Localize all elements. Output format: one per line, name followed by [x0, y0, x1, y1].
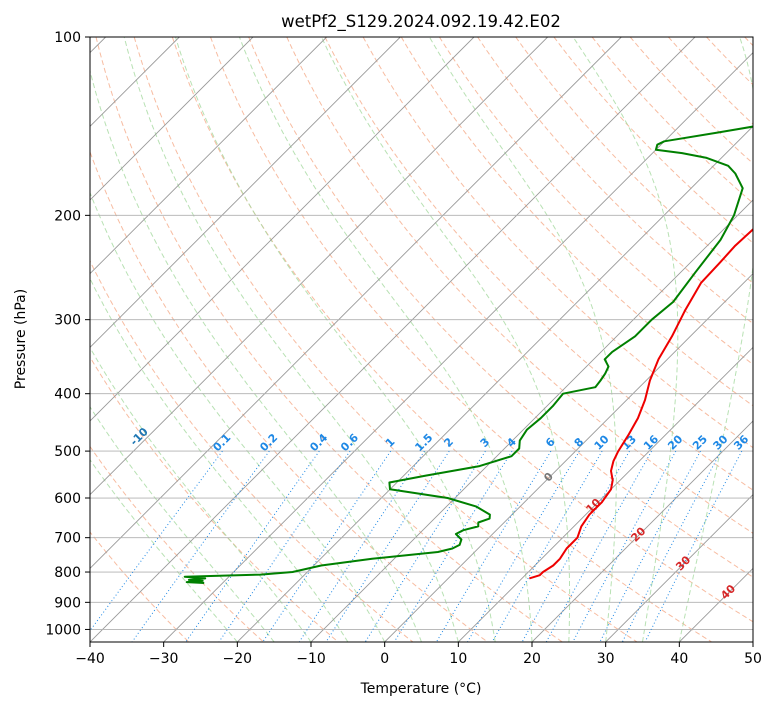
y-axis-title: Pressure (hPa) — [13, 289, 29, 389]
isotherm-line — [163, 52, 753, 642]
dry-adiabat-line — [400, 37, 753, 407]
x-tick-label: 30 — [597, 651, 615, 667]
isotherm-line — [458, 346, 753, 642]
mixing-ratio-lines — [90, 450, 743, 642]
isotherm-line — [90, 37, 475, 422]
isotherm-line — [384, 273, 753, 642]
moist-adiabat-line — [90, 191, 386, 642]
dry-adiabat-line — [90, 445, 264, 642]
mixing-ratio-line — [572, 450, 677, 642]
plot-frame — [89, 36, 754, 643]
x-axis-title: Temperature (°C) — [360, 681, 482, 697]
moist-adiabat-line — [175, 37, 496, 642]
moist-adiabat-line — [90, 277, 349, 642]
moist-adiabat-line — [238, 37, 533, 642]
isotherm-line — [90, 37, 696, 642]
moist-adiabat-line — [428, 37, 617, 642]
chart-title: wetPf2_S129.2024.092.19.42.E02 — [281, 12, 561, 32]
mixing-ratio-line — [298, 450, 425, 642]
x-tick-label: 0 — [380, 651, 389, 667]
mixing-ratio-line — [90, 450, 223, 632]
dry-adiabat-line — [210, 37, 753, 623]
y-tick-label: 500 — [54, 444, 81, 460]
y-tick-label: 700 — [54, 531, 81, 547]
mixing-ratio-line — [218, 450, 351, 642]
dry-adiabat-line — [90, 150, 488, 642]
dry-adiabat-line — [133, 37, 638, 642]
x-tick-label: −10 — [296, 651, 326, 667]
mixing-ratio-line — [521, 450, 630, 642]
dry-adiabat-line — [90, 531, 190, 642]
y-tick-label: 1000 — [45, 622, 81, 638]
dry-adiabat-line — [286, 37, 753, 534]
mixing-ratio-line — [491, 450, 603, 642]
isotherm-line — [90, 37, 327, 275]
moist-adiabat-line — [572, 37, 679, 642]
dry-adiabat-line — [248, 37, 753, 578]
y-tick-label: 600 — [54, 491, 81, 507]
dry-adiabat-line — [95, 37, 563, 642]
dry-adiabat-line — [362, 37, 753, 449]
mixing-ratio-line — [364, 450, 486, 642]
moist-adiabat-line — [321, 37, 571, 642]
isotherm-line — [90, 37, 622, 569]
adiabat-lines — [90, 37, 753, 642]
mixing-ratio-line — [185, 450, 320, 642]
sounding-series — [183, 125, 753, 584]
mixing-ratio-line — [393, 450, 513, 642]
dry-adiabat-line — [171, 37, 712, 642]
moist-adiabat-line — [90, 458, 238, 642]
moist-adiabat-line — [123, 37, 459, 642]
x-tick-label: −40 — [75, 651, 105, 667]
isotherm-line — [310, 199, 753, 642]
mixing-ratio-line — [621, 450, 722, 642]
dry-adiabat-line — [324, 37, 753, 491]
mixing-ratio-line — [599, 450, 701, 642]
isotherm-line — [90, 37, 548, 496]
dewpoint-line — [183, 125, 753, 584]
y-tick-label: 400 — [54, 387, 81, 403]
y-tick-label: 200 — [54, 208, 81, 224]
moist-adiabat-line — [678, 37, 753, 642]
x-tick-label: −30 — [149, 651, 179, 667]
isotherm-line — [90, 37, 254, 201]
isotherm-line — [531, 420, 753, 642]
plot-background — [90, 37, 753, 642]
dry-adiabat-line — [477, 37, 753, 325]
moist-adiabat-line — [90, 405, 275, 642]
grid-lines — [90, 37, 753, 642]
isotherm-line — [605, 494, 753, 642]
y-tick-label: 900 — [54, 595, 81, 611]
mixing-ratio-line — [644, 450, 743, 642]
y-tick-label: 800 — [54, 565, 81, 581]
x-tick-label: 40 — [670, 651, 688, 667]
mixing-ratio-line — [545, 450, 653, 642]
x-tick-label: 10 — [449, 651, 467, 667]
isotherm-line — [752, 641, 753, 642]
y-tick-label: 300 — [54, 313, 81, 329]
isotherm-line — [237, 125, 753, 642]
y-tick-label: 100 — [54, 30, 81, 46]
dry-adiabat-line — [90, 259, 414, 642]
dry-adiabat-line — [515, 37, 753, 284]
isotherm-line — [90, 37, 401, 348]
x-tick-label: −20 — [223, 651, 253, 667]
x-tick-label: 20 — [523, 651, 541, 667]
axis-ticks: −40 −30 −20 −10 0 10 20 30 40 50 100 200 300 400 500 60… — [45, 30, 762, 667]
temperature-line — [529, 228, 753, 580]
x-tick-label: 50 — [744, 651, 762, 667]
dry-adiabat-line — [438, 37, 753, 366]
